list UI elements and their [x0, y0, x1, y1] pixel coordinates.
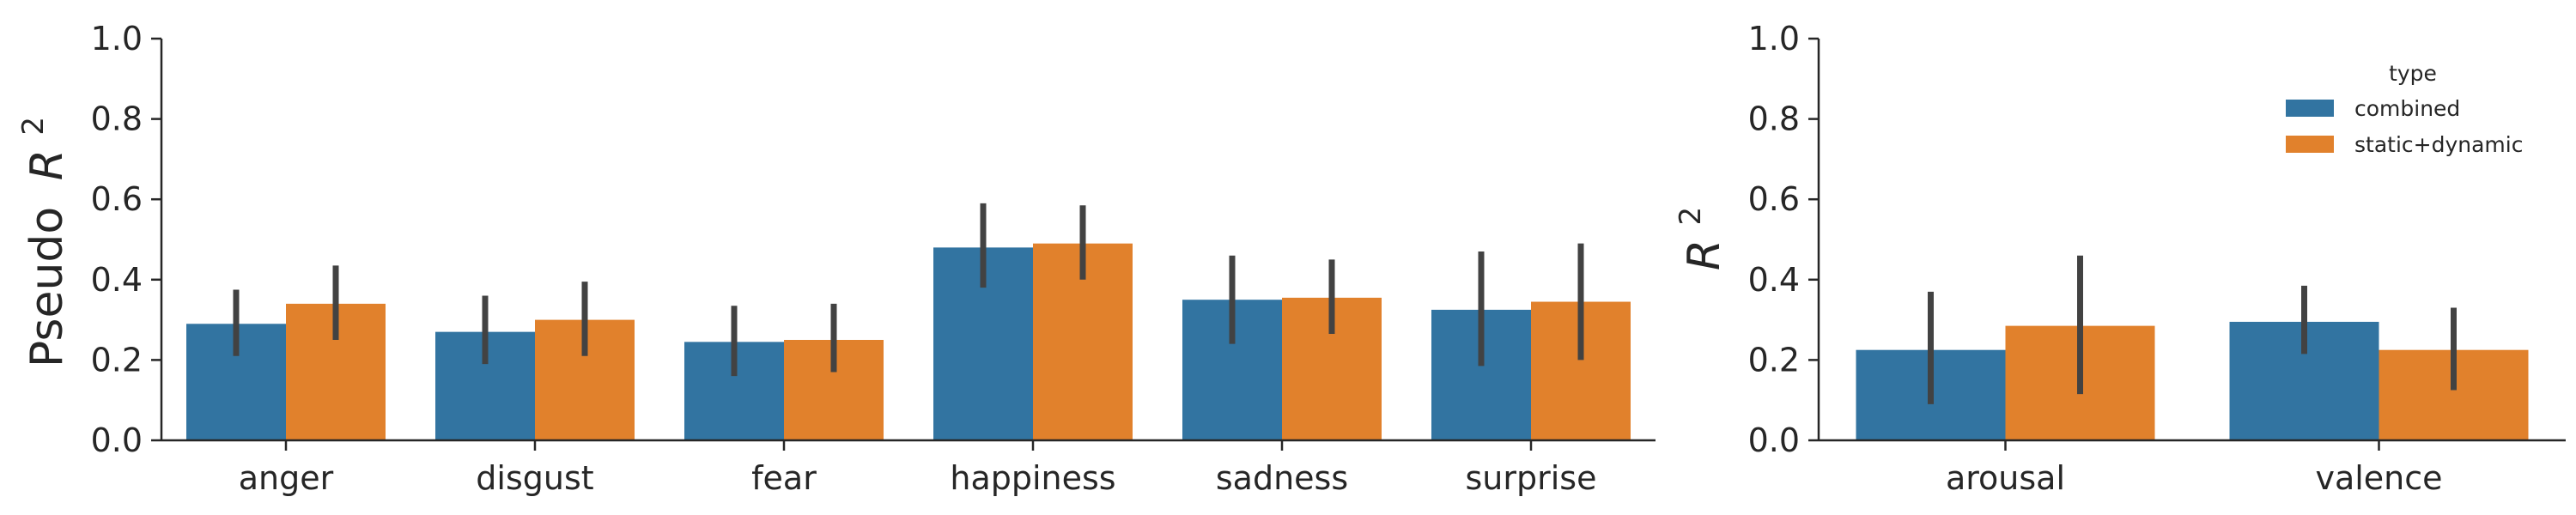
legend-entry-combined: combined [2286, 96, 2460, 121]
y-axis-title-sup: 2 [16, 117, 51, 136]
legend-label-static-dynamic: static+dynamic [2354, 132, 2523, 157]
chart-affect: 0.0 0.2 0.4 0.6 0.8 1.0 arousal valence R 2 ty… [1674, 20, 2566, 497]
y-tick-label: 1.0 [1748, 20, 1800, 58]
y-ticks-group: 0.0 0.2 0.4 0.6 0.8 1.0 [91, 20, 161, 459]
x-tick-label-sadness: sadness [1216, 459, 1348, 497]
x-tick-label-valence: valence [2315, 459, 2442, 497]
legend-entry-static-dynamic: static+dynamic [2286, 132, 2523, 157]
legend-title: type [2389, 61, 2437, 86]
x-tick-label-fear: fear [751, 459, 817, 497]
y-axis-title-math: R [21, 149, 73, 180]
legend: type combined static+dynamic [2286, 61, 2523, 157]
y-tick-label: 0.2 [91, 341, 143, 379]
y-axis-title-sup: 2 [1674, 207, 1708, 226]
y-tick-label: 1.0 [91, 20, 143, 58]
y-tick-label: 0.2 [1748, 341, 1800, 379]
y-tick-label: 0.0 [1748, 421, 1800, 459]
y-tick-label: 0.8 [91, 100, 143, 138]
bars-group [1856, 321, 2529, 440]
bars-group [186, 243, 1631, 440]
y-axis-title: R 2 [1674, 207, 1730, 270]
y-tick-label: 0.4 [1748, 261, 1800, 299]
x-ticks-group: anger disgust fear happiness sadness surprise [239, 440, 1597, 497]
chart-emotions: 0.0 0.2 0.4 0.6 0.8 1.0 anger disgust fear happi… [16, 20, 1656, 497]
error-bars-group [233, 203, 1584, 377]
y-axis-title-math: R [1679, 239, 1730, 270]
x-tick-label-surprise: surprise [1466, 459, 1597, 497]
y-tick-label: 0.6 [1748, 180, 1800, 218]
y-tick-label: 0.4 [91, 261, 143, 299]
legend-swatch-static-dynamic [2286, 136, 2334, 153]
y-tick-label: 0.0 [91, 421, 143, 459]
y-ticks-group: 0.0 0.2 0.4 0.6 0.8 1.0 [1748, 20, 1819, 459]
error-bars-group [1928, 255, 2457, 404]
x-tick-label-arousal: arousal [1946, 459, 2065, 497]
x-tick-label-anger: anger [239, 459, 334, 497]
legend-swatch-combined [2286, 100, 2334, 117]
x-tick-label-disgust: disgust [476, 459, 593, 497]
y-tick-label: 0.6 [91, 180, 143, 218]
x-tick-label-happiness: happiness [950, 459, 1115, 497]
y-axis-title-text: Pseudo [21, 207, 73, 367]
x-ticks-group: arousal valence [1946, 440, 2443, 497]
legend-label-combined: combined [2354, 96, 2460, 121]
y-axis-title: Pseudo R 2 [16, 117, 73, 367]
y-tick-label: 0.8 [1748, 100, 1800, 138]
